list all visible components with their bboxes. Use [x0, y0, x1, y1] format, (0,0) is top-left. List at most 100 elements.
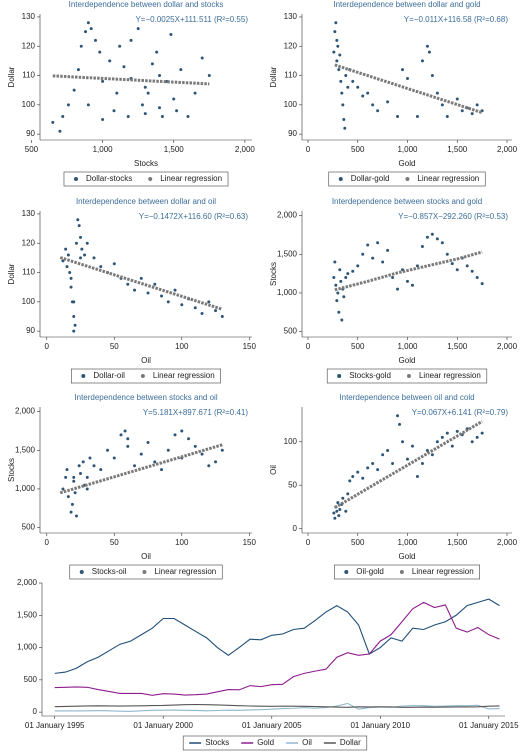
point: [396, 414, 400, 418]
legend: Dollar-oil Linear regression: [71, 368, 221, 384]
point: [129, 38, 133, 42]
legend-label: Stocks: [205, 738, 229, 747]
point: [140, 103, 144, 107]
point: [186, 115, 190, 119]
point: [73, 491, 77, 495]
point: [401, 68, 405, 72]
point: [381, 453, 385, 457]
point: [376, 468, 380, 472]
x-tick-label: 1,000: [93, 145, 114, 154]
point: [415, 115, 419, 119]
legend-label: Linear regression: [154, 567, 216, 576]
y-tick-label: 2,000: [17, 578, 38, 587]
y-tick-label: 50: [288, 480, 297, 489]
point: [79, 235, 83, 239]
point: [66, 253, 70, 257]
x-tick-label: 01 January 1995: [25, 721, 85, 730]
point: [106, 448, 110, 452]
point: [339, 79, 343, 83]
point: [64, 247, 68, 251]
point: [88, 456, 92, 460]
legend-box: [334, 564, 480, 580]
point: [115, 91, 119, 95]
point: [440, 103, 444, 107]
point: [470, 440, 474, 444]
point: [371, 103, 375, 107]
point: [200, 452, 204, 456]
annotation: Y=−0.1472X+116.60 (R²=0.63): [139, 212, 249, 221]
point: [341, 496, 345, 500]
point: [69, 276, 73, 280]
legend-marker: [337, 374, 342, 378]
x-axis-title: Gold: [399, 552, 416, 561]
y-tick-label: 90: [26, 326, 35, 335]
point: [470, 269, 474, 273]
point: [335, 509, 339, 513]
point: [386, 248, 390, 252]
point: [445, 431, 449, 435]
legend-marker: [79, 570, 84, 574]
point: [405, 76, 409, 80]
point: [427, 50, 431, 54]
annotation: Y=0.067X+6.141 (R²=0.79): [412, 408, 509, 417]
point: [69, 510, 73, 514]
point: [150, 62, 154, 66]
point: [101, 79, 105, 83]
y-tick-label: 500: [22, 523, 36, 532]
x-tick-label: 2,000: [497, 538, 518, 547]
point: [356, 85, 360, 89]
point: [77, 464, 81, 468]
point: [58, 129, 62, 133]
point: [69, 285, 73, 289]
y-tick-label: 1,500: [17, 610, 38, 619]
point: [455, 429, 459, 433]
legend: Oil-gold Linear regression: [334, 564, 480, 580]
point: [133, 288, 137, 292]
point: [193, 306, 197, 310]
point: [361, 476, 365, 480]
y-tick-label: 110: [284, 71, 297, 80]
point: [405, 279, 409, 283]
point: [366, 91, 370, 95]
legend-marker: [344, 570, 349, 574]
point: [435, 91, 439, 95]
point: [460, 109, 464, 113]
point: [85, 487, 89, 491]
point: [207, 464, 211, 468]
legend-box: [182, 735, 368, 751]
point: [76, 68, 80, 72]
point: [351, 269, 355, 273]
point: [133, 464, 137, 468]
point: [86, 103, 90, 107]
legend: Dollar-gold Linear regression: [328, 171, 486, 187]
point: [430, 232, 434, 236]
point: [122, 65, 126, 69]
point: [435, 237, 439, 241]
series-line: [54, 703, 500, 708]
point: [376, 241, 380, 245]
point: [200, 56, 204, 60]
point: [187, 437, 191, 441]
point: [158, 106, 162, 110]
legend: Stocks-gold Linear regression: [326, 368, 488, 384]
x-tick-label: 2,000: [235, 145, 256, 154]
point: [179, 68, 183, 72]
regression-line: [334, 420, 483, 509]
y-tick-label: 1,000: [15, 484, 36, 493]
x-axis-title: Oil: [141, 356, 151, 365]
legend-marker: [406, 374, 411, 378]
legend: Stocks-oil Linear regression: [69, 564, 223, 580]
chart-title: Interdependence between dollar and oil: [76, 197, 216, 206]
x-tick-label: 01 January 2015: [459, 721, 519, 730]
legend-label: Linear regression: [412, 567, 474, 576]
x-tick-label: 0: [306, 538, 311, 547]
point: [193, 444, 197, 448]
point: [72, 88, 76, 92]
point: [72, 475, 76, 479]
point: [420, 461, 424, 465]
point: [475, 103, 479, 107]
point: [334, 283, 338, 287]
regression-line: [334, 250, 483, 292]
point: [455, 97, 459, 101]
point: [440, 241, 444, 245]
